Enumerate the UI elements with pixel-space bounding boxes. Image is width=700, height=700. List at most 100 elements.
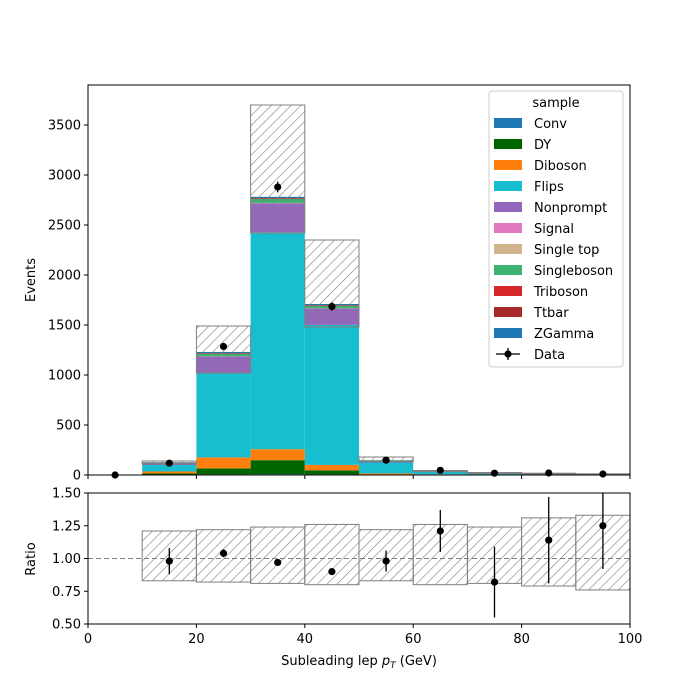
ratio-band-bin-2 bbox=[195, 529, 252, 583]
ratio-point-3 bbox=[328, 568, 336, 576]
ratio-ytick-label-0.75: 0.75 bbox=[52, 585, 81, 600]
ratio-xtick-label-100: 100 bbox=[618, 632, 643, 647]
data-point-6 bbox=[436, 466, 444, 474]
main-ytick-label-1000: 1000 bbox=[48, 369, 81, 384]
ratio-y-axis-label: Ratio bbox=[24, 542, 39, 575]
bar-flips-bin-4 bbox=[304, 324, 359, 465]
legend-swatch-dy bbox=[494, 139, 522, 149]
legend-swatch-nonprompt bbox=[494, 202, 522, 212]
legend-swatch-conv bbox=[494, 118, 522, 128]
main-panel: 0 500 1000 1500 2000 2500 3000 3500 Events bbox=[24, 84, 631, 484]
legend-swatch-single-top bbox=[494, 244, 522, 254]
ratio-point-8 bbox=[599, 522, 607, 530]
legend-swatch-diboson bbox=[494, 160, 522, 170]
legend-label-dy: DY bbox=[534, 138, 551, 153]
bar-diboson-bin-4 bbox=[304, 464, 359, 471]
data-point-9 bbox=[599, 470, 607, 478]
main-axes-frame bbox=[87, 84, 631, 476]
bar-diboson-bin-2 bbox=[196, 457, 251, 469]
bar-diboson-bin-5 bbox=[359, 473, 414, 475]
data-point-3 bbox=[274, 183, 282, 191]
ratio-xtick-label-40: 40 bbox=[297, 632, 314, 647]
legend-swatch-triboson bbox=[494, 286, 522, 296]
main-ytick-label-3000: 3000 bbox=[48, 169, 81, 184]
ratio-band-bin-3 bbox=[250, 526, 306, 584]
x-axis-label-unit: (GeV) bbox=[396, 654, 437, 669]
data-point-2 bbox=[219, 342, 228, 351]
data-point-4 bbox=[328, 302, 336, 311]
legend-items: Conv DY Diboson Flips Nonprompt Signal Single … bbox=[494, 117, 613, 363]
ratio-band-bin-4 bbox=[304, 523, 360, 586]
legend-swatch-singleboson bbox=[494, 265, 522, 275]
legend-title: sample bbox=[532, 96, 579, 111]
main-uncertainty-hatch bbox=[141, 104, 631, 475]
main-x-ticks bbox=[87, 475, 631, 479]
main-ytick-label-2500: 2500 bbox=[48, 219, 81, 234]
main-ytick-label-1500: 1500 bbox=[48, 319, 81, 334]
legend-box bbox=[488, 90, 624, 368]
legend-swatch-zgamma bbox=[494, 328, 522, 338]
ratio-ytick-label-1.50: 1.50 bbox=[52, 487, 81, 502]
bar-dy-bin-4 bbox=[304, 470, 359, 475]
x-axis-label: Subleading lep pT (GeV) bbox=[281, 654, 437, 671]
main-ytick-label-3500: 3500 bbox=[48, 119, 81, 134]
legend-label-nonprompt: Nonprompt bbox=[534, 201, 607, 216]
legend-swatch-flips bbox=[494, 181, 522, 191]
ratio-ytick-label-1.25: 1.25 bbox=[52, 519, 81, 534]
uncertainty-hatch-bin-3 bbox=[250, 104, 306, 234]
ratio-point-1 bbox=[219, 549, 228, 557]
bar-flips-bin-5 bbox=[359, 462, 414, 474]
ratio-point-4 bbox=[382, 557, 390, 565]
ratio-xtick-label-80: 80 bbox=[513, 632, 530, 647]
legend-swatch-signal bbox=[494, 223, 522, 233]
ratio-panel: 0.500.751.001.251.50 0 20 40 60 80 100 Ratio … bbox=[24, 487, 642, 672]
data-point-8 bbox=[545, 469, 553, 477]
legend-label-diboson: Diboson bbox=[534, 159, 587, 174]
ratio-point-5 bbox=[436, 527, 444, 535]
bar-dy-bin-3 bbox=[250, 460, 305, 475]
data-point-7 bbox=[490, 469, 499, 477]
bar-diboson-bin-1 bbox=[142, 471, 197, 474]
legend-label-data: Data bbox=[534, 348, 565, 363]
uncertainty-hatch-bin-4 bbox=[304, 239, 360, 328]
ratio-ytick-label-1.00: 1.00 bbox=[52, 552, 81, 567]
main-y-ticks: 0 500 1000 1500 2000 2500 3000 3500 bbox=[48, 119, 88, 484]
legend-label-signal: Signal bbox=[534, 222, 574, 237]
legend-label-single-top: Single top bbox=[534, 243, 599, 258]
bar-dy-bin-1 bbox=[142, 473, 197, 475]
bar-flips-bin-3 bbox=[250, 232, 305, 450]
ratio-point-7 bbox=[545, 536, 553, 544]
ratio-ytick-label-0.50: 0.50 bbox=[52, 618, 81, 633]
legend-label-zgamma: ZGamma bbox=[534, 327, 594, 342]
main-ytick-label-0: 0 bbox=[73, 469, 81, 484]
ratio-data-points bbox=[165, 493, 607, 618]
x-axis-label-p: p bbox=[381, 654, 390, 669]
ratio-xtick-label-0: 0 bbox=[84, 632, 92, 647]
data-point-5 bbox=[382, 456, 390, 464]
bar-flips-bin-2 bbox=[196, 373, 251, 458]
bar-dy-bin-2 bbox=[196, 468, 251, 475]
legend-label-triboson: Triboson bbox=[533, 285, 588, 300]
ratio-xtick-label-60: 60 bbox=[405, 632, 422, 647]
bar-diboson-bin-3 bbox=[250, 449, 305, 461]
legend-swatch-ttbar bbox=[494, 307, 522, 317]
ratio-point-0 bbox=[165, 557, 173, 565]
ratio-point-6 bbox=[490, 578, 499, 586]
ratio-point-2 bbox=[274, 558, 282, 567]
legend-data-marker bbox=[504, 350, 512, 358]
legend: sample Conv DY Diboson Flips Nonprompt Signal… bbox=[488, 90, 624, 368]
legend-label-flips: Flips bbox=[534, 180, 564, 195]
data-point-1 bbox=[165, 459, 173, 467]
main-ytick-label-500: 500 bbox=[56, 419, 81, 434]
ratio-y-ticks: 0.50 0.75 1.00 1.25 1.50 bbox=[52, 487, 88, 633]
bar-flips-bin-1 bbox=[142, 465, 197, 472]
ratio-x-ticks: 0 20 40 60 80 100 bbox=[84, 624, 643, 647]
main-ytick-label-2000: 2000 bbox=[48, 269, 81, 284]
ratio-xtick-label-20: 20 bbox=[188, 632, 205, 647]
legend-label-ttbar: Ttbar bbox=[533, 306, 569, 321]
legend-label-singleboson: Singleboson bbox=[534, 264, 613, 279]
main-y-axis-label: Events bbox=[24, 258, 39, 302]
legend-label-conv: Conv bbox=[534, 117, 567, 132]
x-axis-label-subscript: T bbox=[390, 661, 397, 671]
